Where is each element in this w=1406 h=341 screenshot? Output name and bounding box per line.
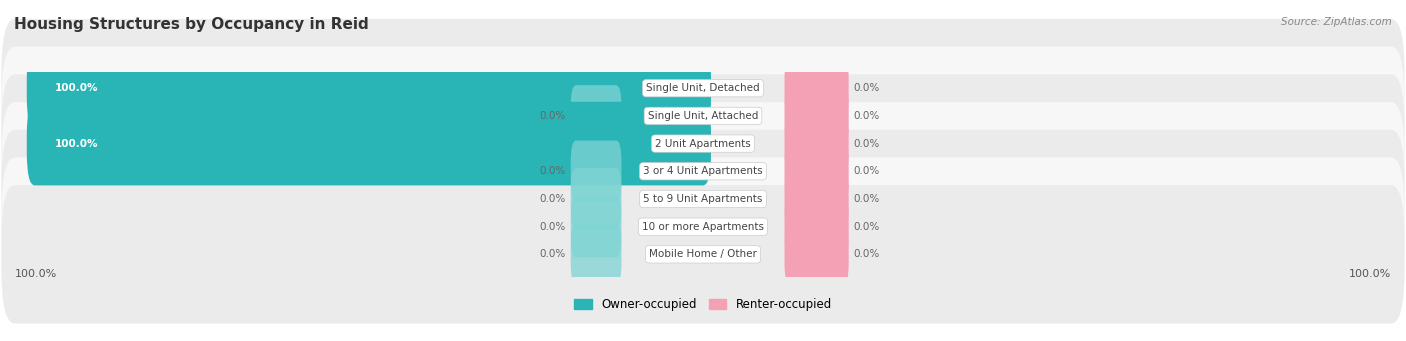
Text: 100.0%: 100.0% — [1348, 269, 1392, 279]
FancyBboxPatch shape — [785, 168, 849, 230]
Text: 100.0%: 100.0% — [14, 269, 58, 279]
Text: 0.0%: 0.0% — [540, 249, 567, 260]
Text: 0.0%: 0.0% — [540, 222, 567, 232]
FancyBboxPatch shape — [785, 85, 849, 147]
FancyBboxPatch shape — [1, 74, 1405, 213]
Text: Single Unit, Detached: Single Unit, Detached — [647, 83, 759, 93]
FancyBboxPatch shape — [1, 130, 1405, 268]
FancyBboxPatch shape — [785, 224, 849, 285]
FancyBboxPatch shape — [571, 224, 621, 285]
Text: Source: ZipAtlas.com: Source: ZipAtlas.com — [1281, 17, 1392, 27]
FancyBboxPatch shape — [785, 140, 849, 202]
FancyBboxPatch shape — [785, 58, 849, 119]
Text: 0.0%: 0.0% — [853, 111, 880, 121]
Text: 0.0%: 0.0% — [853, 166, 880, 176]
Text: Mobile Home / Other: Mobile Home / Other — [650, 249, 756, 260]
Text: 100.0%: 100.0% — [55, 138, 98, 149]
Text: 0.0%: 0.0% — [853, 83, 880, 93]
FancyBboxPatch shape — [785, 113, 849, 174]
FancyBboxPatch shape — [1, 158, 1405, 296]
Text: 0.0%: 0.0% — [540, 111, 567, 121]
Text: 5 to 9 Unit Apartments: 5 to 9 Unit Apartments — [644, 194, 762, 204]
FancyBboxPatch shape — [27, 102, 711, 186]
Text: 2 Unit Apartments: 2 Unit Apartments — [655, 138, 751, 149]
Text: 100.0%: 100.0% — [55, 83, 98, 93]
FancyBboxPatch shape — [1, 102, 1405, 240]
FancyBboxPatch shape — [1, 19, 1405, 158]
Text: 3 or 4 Unit Apartments: 3 or 4 Unit Apartments — [643, 166, 763, 176]
FancyBboxPatch shape — [1, 47, 1405, 185]
Text: 0.0%: 0.0% — [540, 166, 567, 176]
Text: 0.0%: 0.0% — [853, 194, 880, 204]
Text: 0.0%: 0.0% — [853, 138, 880, 149]
FancyBboxPatch shape — [785, 196, 849, 257]
Text: Single Unit, Attached: Single Unit, Attached — [648, 111, 758, 121]
Text: 0.0%: 0.0% — [853, 249, 880, 260]
Text: 0.0%: 0.0% — [540, 194, 567, 204]
FancyBboxPatch shape — [571, 168, 621, 230]
Text: 10 or more Apartments: 10 or more Apartments — [643, 222, 763, 232]
Text: 0.0%: 0.0% — [853, 222, 880, 232]
FancyBboxPatch shape — [27, 46, 711, 130]
FancyBboxPatch shape — [1, 185, 1405, 324]
FancyBboxPatch shape — [571, 196, 621, 257]
Legend: Owner-occupied, Renter-occupied: Owner-occupied, Renter-occupied — [569, 293, 837, 316]
FancyBboxPatch shape — [571, 140, 621, 202]
Text: Housing Structures by Occupancy in Reid: Housing Structures by Occupancy in Reid — [14, 17, 368, 32]
FancyBboxPatch shape — [571, 85, 621, 147]
